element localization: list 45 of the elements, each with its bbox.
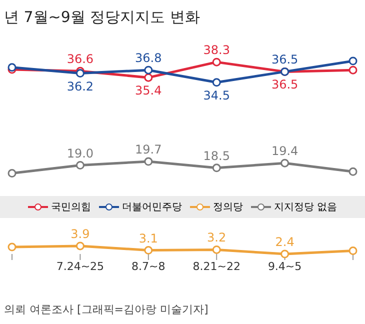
data-label: 36.5 (271, 52, 298, 67)
legend-label: 지지정당 없음 (274, 201, 338, 214)
data-label: 3.2 (207, 230, 226, 245)
data-label: 35.4 (135, 84, 162, 98)
point (144, 73, 153, 82)
data-label: 38.3 (203, 43, 230, 58)
point (280, 250, 290, 258)
data-label: 3.9 (70, 226, 90, 241)
legend-label: 국민의힘 (50, 201, 91, 214)
point (280, 158, 290, 168)
point (212, 245, 221, 254)
point (144, 66, 153, 74)
point (76, 69, 84, 78)
point (348, 167, 358, 176)
data-label: 19.7 (135, 142, 162, 157)
data-label: 36.2 (66, 79, 94, 94)
point (76, 161, 84, 170)
point (212, 58, 221, 66)
data-label: 36.5 (271, 78, 298, 92)
x-tick-label: 8.21~22 (192, 260, 240, 273)
chart-title: 년 7월~9월 정당지지도 변화 (4, 8, 200, 27)
data-label: 36.6 (66, 52, 94, 66)
point (8, 242, 16, 252)
data-label: 18.5 (203, 148, 230, 163)
data-label: 36.8 (135, 51, 162, 66)
point (348, 246, 358, 256)
data-label: 34.5 (203, 88, 230, 102)
text: 의뢰 여론조사 [그래픽=김아랑 미술기자] (4, 302, 208, 317)
data-label: 19.4 (271, 144, 298, 158)
point (212, 164, 221, 172)
legend-label: 정의당 (212, 201, 243, 214)
data-label: 2.4 (275, 235, 294, 249)
point (348, 66, 358, 74)
point (212, 78, 221, 87)
data-label: 3.1 (138, 231, 158, 246)
point (76, 242, 84, 250)
point (144, 157, 153, 166)
point (8, 169, 16, 178)
legend-label: 더불어민주당 (122, 201, 182, 214)
point (144, 246, 153, 255)
x-tick-label: 7.24~25 (56, 260, 104, 273)
data-label: 19.0 (66, 146, 94, 160)
x-tick-label: 8.7~8 (132, 260, 166, 273)
point (348, 56, 358, 66)
x-tick-label: 9.4~5 (268, 260, 302, 273)
